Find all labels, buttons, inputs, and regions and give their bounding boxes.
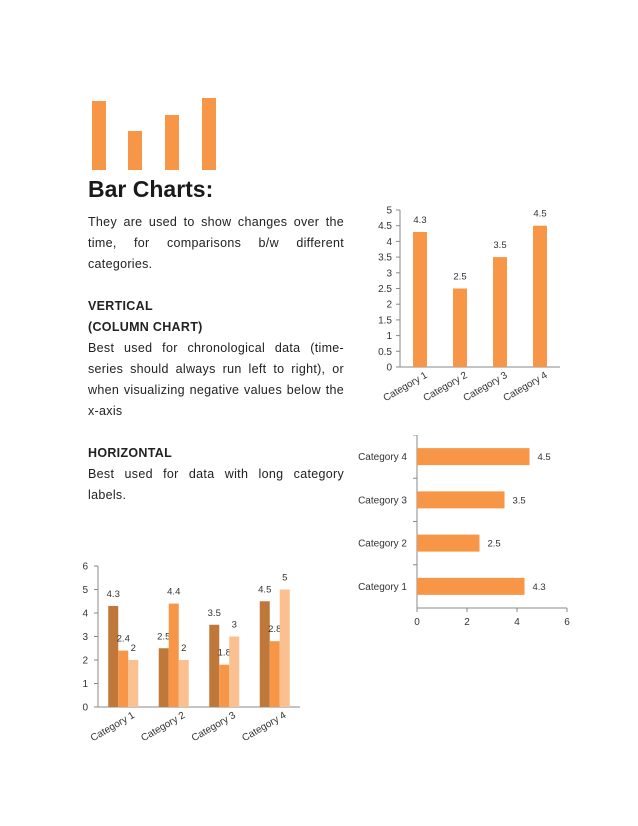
bar xyxy=(168,603,179,707)
data-label: 3.5 xyxy=(513,495,526,506)
bar xyxy=(269,641,280,707)
bar xyxy=(158,648,169,707)
data-label: 1.8 xyxy=(218,648,231,659)
y-tick-label: 2 xyxy=(386,300,392,311)
data-label: 4.3 xyxy=(413,215,426,226)
y-tick-label: 3 xyxy=(82,632,88,643)
logo-bar xyxy=(202,98,216,170)
y-tick-label: 1 xyxy=(82,679,88,690)
x-tick-label: Category 3 xyxy=(190,710,238,744)
x-tick-label: 0 xyxy=(414,617,420,628)
x-tick-label: Category 3 xyxy=(462,370,510,404)
y-tick-label: 3.5 xyxy=(378,253,392,264)
y-tick-label: 2 xyxy=(82,656,88,667)
y-tick-label: 0.5 xyxy=(378,347,392,358)
y-tick-label: 4 xyxy=(82,609,88,620)
y-tick-label: 2.5 xyxy=(378,284,392,295)
y-tick-label: Category 4 xyxy=(358,452,407,463)
data-label: 3 xyxy=(232,620,237,631)
y-tick-label: 0 xyxy=(386,363,392,374)
x-tick-label: 4 xyxy=(514,617,520,628)
y-tick-label: 5 xyxy=(82,585,88,596)
x-tick-label: Category 1 xyxy=(89,710,137,744)
data-label: 4.5 xyxy=(533,209,546,220)
data-label: 2.5 xyxy=(157,631,170,642)
bar xyxy=(118,650,129,707)
bar xyxy=(417,448,530,466)
x-tick-label: Category 4 xyxy=(502,370,550,404)
logo-bar xyxy=(92,101,106,170)
x-tick-label: Category 2 xyxy=(422,370,470,404)
data-label: 2.5 xyxy=(488,539,501,550)
bar xyxy=(493,257,507,367)
bar xyxy=(417,491,505,509)
horizontal-heading: HORIZONTAL xyxy=(88,446,173,460)
data-label: 4.4 xyxy=(167,587,180,598)
vertical-description: Best used for chronological data (time-s… xyxy=(88,341,344,418)
data-label: 2 xyxy=(181,643,186,654)
data-label: 4.3 xyxy=(107,589,120,600)
page-title: Bar Charts: xyxy=(88,176,214,202)
bar xyxy=(279,589,290,707)
logo-bar xyxy=(128,131,142,170)
y-tick-label: 6 xyxy=(82,562,88,573)
x-tick-label: Category 1 xyxy=(382,370,430,404)
y-tick-label: 4 xyxy=(386,237,392,248)
intro-paragraph: They are used to show changes over the t… xyxy=(88,215,344,271)
logo-bar xyxy=(165,115,179,170)
vertical-column-chart: 0 0.5 1 1.5 2 2.5 3 3.5 4 4.5 5 4.3 Category 1 2.5 Cat… xyxy=(378,206,560,404)
x-tick-label: 6 xyxy=(564,617,570,628)
horizontal-bar-chart: 0 2 4 6 4.3 Category 1 2.5 Category 2 3.5 Categor… xyxy=(358,435,570,628)
y-tick-label: 5 xyxy=(386,206,392,217)
data-label: 3.5 xyxy=(493,240,506,251)
y-tick-label: 1.5 xyxy=(378,315,392,326)
x-tick-label: Category 4 xyxy=(240,710,288,744)
data-label: 3.5 xyxy=(208,608,221,619)
bar xyxy=(259,601,270,707)
data-label: 2.8 xyxy=(268,624,281,635)
data-label: 4.5 xyxy=(258,584,271,595)
y-tick-label: Category 3 xyxy=(358,495,407,506)
bar xyxy=(533,225,547,367)
data-label: 5 xyxy=(282,573,287,584)
y-tick-label: Category 2 xyxy=(358,539,407,550)
data-label: 4.5 xyxy=(538,452,551,463)
bar xyxy=(219,664,230,707)
x-tick-label: 2 xyxy=(464,617,470,628)
bar xyxy=(413,231,427,367)
data-label: 4.3 xyxy=(533,582,546,593)
bar xyxy=(453,288,467,367)
vertical-heading: VERTICAL xyxy=(88,299,153,313)
y-tick-label: 1 xyxy=(386,331,392,342)
column-chart-heading: (COLUMN CHART) xyxy=(88,320,203,334)
y-tick-label: Category 1 xyxy=(358,582,407,593)
bar xyxy=(229,636,240,707)
bar xyxy=(128,660,139,707)
y-tick-label: 3 xyxy=(386,268,392,279)
data-label: 2.4 xyxy=(117,634,130,645)
horizontal-description: Best used for data with long category la… xyxy=(88,467,344,502)
y-tick-label: 4.5 xyxy=(378,221,392,232)
x-tick-label: Category 2 xyxy=(139,710,187,744)
data-label: 2.5 xyxy=(453,272,466,283)
bar xyxy=(209,624,220,707)
data-label: 2 xyxy=(131,643,136,654)
y-tick-label: 0 xyxy=(82,703,88,714)
bar xyxy=(417,577,525,595)
bar xyxy=(417,534,480,552)
bar xyxy=(178,660,189,707)
bar xyxy=(108,605,119,707)
